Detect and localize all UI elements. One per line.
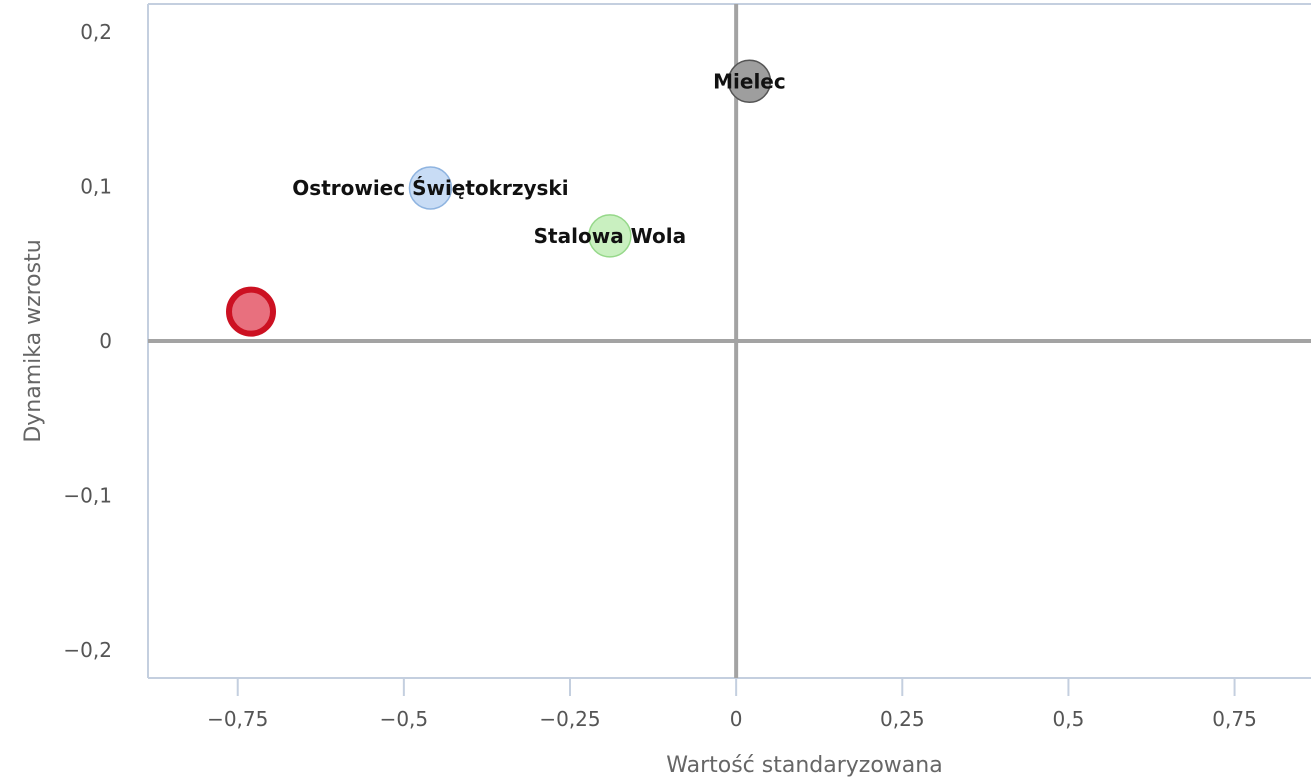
x-tick-label: 0,75: [1212, 707, 1257, 731]
y-tick-label: 0,1: [80, 174, 112, 198]
data-labels: Mielec Ostrowiec Świętokrzyski Stalowa Wol…: [292, 69, 785, 248]
data-point[interactable]: [226, 286, 277, 337]
y-tick-label: 0,2: [80, 20, 112, 44]
y-tick-label: −0,2: [63, 638, 112, 662]
x-tick-label: 0: [730, 707, 743, 731]
data-point[interactable]: [408, 166, 453, 210]
x-tick-label: 0,25: [880, 707, 925, 731]
x-axis-title: Wartość standaryzowana: [666, 753, 942, 778]
x-tick-label: −0,75: [207, 707, 268, 731]
point-label: Mielec: [713, 69, 786, 93]
y-tick-label: −0,1: [63, 484, 112, 508]
x-axis-ticks: −0,75 −0,5 −0,25 0 0,25 0,5 0,75: [207, 678, 1257, 731]
x-tick-label: 0,5: [1053, 707, 1085, 731]
data-point[interactable]: [588, 214, 632, 258]
point-label: Stalowa Wola: [534, 224, 686, 248]
data-point[interactable]: [727, 59, 772, 104]
point-label: Ostrowiec Świętokrzyski: [292, 176, 568, 200]
x-tick-label: −0,25: [539, 707, 600, 731]
y-axis-ticks: −0,2 −0,1 0 0,1 0,2: [63, 20, 112, 662]
y-axis-title: Dynamika wzrostu: [21, 239, 46, 442]
zero-axes: [148, 4, 1311, 678]
x-tick-label: −0,5: [380, 707, 429, 731]
y-tick-label: 0: [99, 329, 112, 353]
data-points: [226, 59, 772, 337]
